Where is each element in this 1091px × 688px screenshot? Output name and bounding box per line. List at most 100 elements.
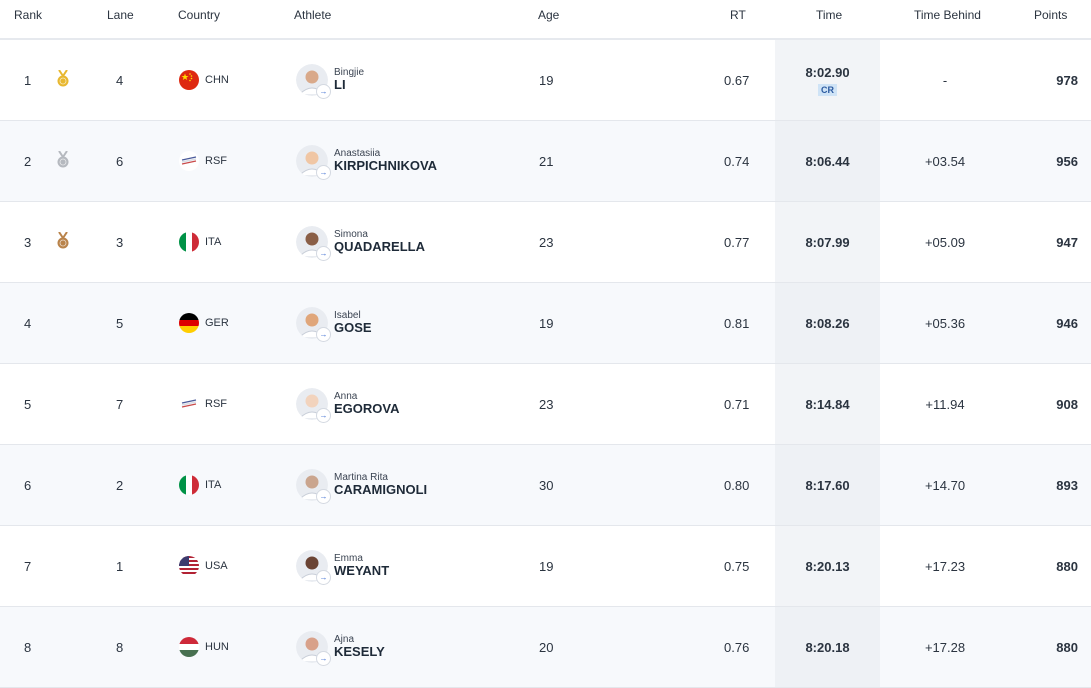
athlete-name[interactable]: Anastasiia KIRPICHNIKOVA — [334, 148, 437, 174]
profile-link-icon[interactable]: → — [316, 246, 331, 261]
italy-flag-icon — [179, 232, 199, 252]
header-athlete[interactable]: Athlete — [294, 8, 332, 22]
athlete-name[interactable]: Martina Rita CARAMIGNOLI — [334, 472, 427, 498]
lane-cell: 7 — [116, 396, 124, 412]
profile-link-icon[interactable]: → — [316, 570, 331, 585]
table-row[interactable]: 5 7 RSF → Anna EGOROVA 23 0.71 8:14.84 +11.94 908 — [0, 364, 1091, 445]
time-behind-cell: +05.09 — [924, 234, 966, 250]
reaction-time-cell: 0.80 — [724, 477, 750, 493]
table-row[interactable]: 4 5 GER → Isabel GOSE 19 0.81 8:08.26 +05.36 946 — [0, 283, 1091, 364]
avatar[interactable]: → — [296, 550, 331, 585]
lane-cell: 1 — [116, 558, 124, 574]
age-cell: 19 — [539, 558, 554, 574]
avatar[interactable]: → — [296, 631, 331, 666]
athlete-name[interactable]: Ajna KESELY — [334, 634, 385, 660]
country-code: HUN — [205, 641, 229, 653]
header-time[interactable]: Time — [816, 8, 843, 22]
points-cell: 908 — [1056, 396, 1078, 412]
avatar[interactable]: → — [296, 388, 331, 423]
table-header: Rank Lane Country Athlete Age RT Time Ti… — [0, 0, 1091, 40]
header-age[interactable]: Age — [538, 8, 560, 22]
table-row[interactable]: 8 8 HUN → Ajna KESELY 20 0.76 8:20.18 +17.28 880 — [0, 607, 1091, 688]
reaction-time-cell: 0.67 — [724, 72, 750, 88]
athlete-cell[interactable]: → Bingjie LI — [296, 40, 364, 120]
age-cell: 20 — [539, 639, 554, 655]
header-lane[interactable]: Lane — [107, 8, 134, 22]
lane-cell: 8 — [116, 639, 124, 655]
flag-cell — [179, 40, 199, 120]
table-row[interactable]: 1 4 CHN → Bingjie LI 19 0.67 8:02.90 CR - 978 — [0, 40, 1091, 121]
rank-cell: 5 — [24, 396, 32, 412]
athlete-cell[interactable]: → Isabel GOSE — [296, 283, 372, 363]
athlete-name[interactable]: Emma WEYANT — [334, 553, 389, 579]
age-cell: 19 — [539, 72, 554, 88]
avatar[interactable]: → — [296, 307, 331, 342]
medal-cell — [55, 607, 71, 687]
table-row[interactable]: 3 3 ITA → Simona QUADARELLA 23 0.77 8:07.99 +05.0… — [0, 202, 1091, 283]
rank-cell: 1 — [24, 72, 32, 88]
time-column-band — [775, 445, 880, 525]
athlete-cell[interactable]: → Emma WEYANT — [296, 526, 389, 606]
country-code: ITA — [205, 236, 222, 248]
athlete-family-name: GOSE — [334, 320, 372, 336]
header-country[interactable]: Country — [178, 8, 221, 22]
time-value: 8:07.99 — [805, 234, 850, 250]
header-rt[interactable]: RT — [730, 8, 746, 22]
flag-cell — [179, 364, 199, 444]
avatar[interactable]: → — [296, 64, 331, 99]
athlete-cell[interactable]: → Ajna KESELY — [296, 607, 385, 687]
athlete-cell[interactable]: → Anna EGOROVA — [296, 364, 400, 444]
table-row[interactable]: 6 2 ITA → Martina Rita CARAMIGNOLI 30 0.80 8:17.… — [0, 445, 1091, 526]
header-time-behind[interactable]: Time Behind — [914, 8, 981, 22]
profile-link-icon[interactable]: → — [316, 327, 331, 342]
avatar[interactable]: → — [296, 226, 331, 261]
athlete-given-name: Anastasiia — [334, 147, 381, 159]
reaction-time-cell: 0.81 — [724, 315, 750, 331]
athlete-cell[interactable]: → Anastasiia KIRPICHNIKOVA — [296, 121, 437, 201]
athlete-name[interactable]: Bingjie LI — [334, 67, 364, 93]
athlete-cell[interactable]: → Simona QUADARELLA — [296, 202, 425, 282]
athlete-name[interactable]: Anna EGOROVA — [334, 391, 400, 417]
country-code: CHN — [205, 74, 229, 86]
hungary-flag-icon — [179, 637, 199, 657]
time-cell: 8:20.13 — [775, 526, 880, 606]
rank-cell: 2 — [24, 153, 32, 169]
medal-cell — [55, 40, 71, 120]
profile-link-icon[interactable]: → — [316, 165, 331, 180]
time-behind-cell: - — [942, 72, 948, 88]
rank-cell: 3 — [24, 234, 32, 250]
country-code: RSF — [205, 155, 227, 167]
reaction-time-cell: 0.77 — [724, 234, 750, 250]
table-row[interactable]: 2 6 RSF → Anastasiia KIRPICHNIKOVA 21 0.74 8:06.… — [0, 121, 1091, 202]
points-cell: 978 — [1056, 72, 1078, 88]
header-rank[interactable]: Rank — [14, 8, 43, 22]
time-cell: 8:06.44 — [775, 121, 880, 201]
table-body: 1 4 CHN → Bingjie LI 19 0.67 8:02.90 CR -978 2 6 RSF →… — [0, 40, 1091, 688]
italy-flag-icon — [179, 475, 199, 495]
reaction-time-cell: 0.75 — [724, 558, 750, 574]
header-points[interactable]: Points — [1034, 8, 1068, 22]
time-behind-cell: +14.70 — [924, 477, 966, 493]
table-row[interactable]: 7 1 USA → Emma WEYANT 19 0.75 8:20.13 +17.23 880 — [0, 526, 1091, 607]
avatar[interactable]: → — [296, 145, 331, 180]
country-code: RSF — [205, 398, 227, 410]
profile-link-icon[interactable]: → — [316, 408, 331, 423]
points-cell: 880 — [1056, 558, 1078, 574]
time-value: 8:14.84 — [805, 396, 850, 412]
profile-link-icon[interactable]: → — [316, 489, 331, 504]
usa-flag-icon — [179, 556, 199, 576]
profile-link-icon[interactable]: → — [316, 651, 331, 666]
profile-link-icon[interactable]: → — [316, 84, 331, 99]
avatar[interactable]: → — [296, 469, 331, 504]
china-flag-icon — [179, 70, 199, 90]
time-behind-cell: +05.36 — [924, 315, 966, 331]
athlete-given-name: Ajna — [334, 633, 355, 645]
rsf-flag-icon — [179, 151, 199, 171]
athlete-name[interactable]: Simona QUADARELLA — [334, 229, 425, 255]
medal-cell — [55, 445, 71, 525]
athlete-cell[interactable]: → Martina Rita CARAMIGNOLI — [296, 445, 427, 525]
time-column-band — [775, 202, 880, 282]
athlete-name[interactable]: Isabel GOSE — [334, 310, 372, 336]
athlete-given-name: Bingjie — [334, 66, 365, 78]
country-code: GER — [205, 317, 229, 329]
